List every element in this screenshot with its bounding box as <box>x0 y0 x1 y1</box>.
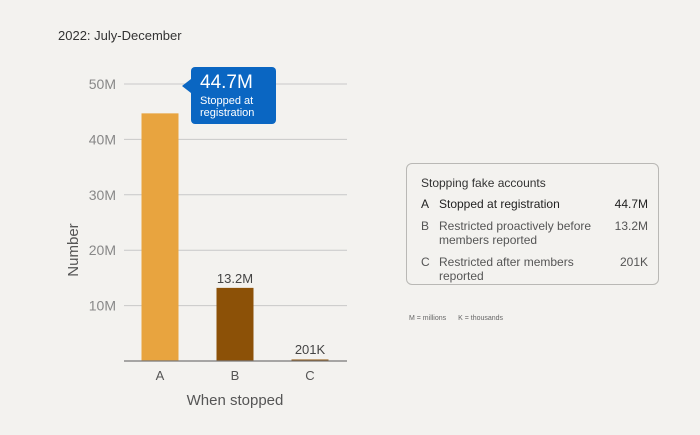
legend-item-b: B Restricted proactively before members … <box>421 219 648 247</box>
data-label: 201K <box>295 342 326 357</box>
bar-c <box>291 359 329 361</box>
bar-a <box>141 113 179 361</box>
legend-key: C <box>421 255 430 269</box>
highlight-callout: 44.7M Stopped at registration <box>182 67 276 124</box>
callout-value: 44.7M <box>200 72 253 93</box>
legend-title: Stopping fake accounts <box>421 176 546 190</box>
footnote-millions: M = millions <box>409 315 447 322</box>
y-tick-label: 40M <box>89 131 116 147</box>
y-tick-label: 10M <box>89 298 116 314</box>
period-label: 2022: July-December <box>58 28 182 43</box>
y-tick-label: 50M <box>89 76 116 92</box>
x-tick-label: B <box>231 368 240 383</box>
legend-label: Restricted after members reported <box>439 255 574 283</box>
legend-value: 201K <box>619 255 648 269</box>
x-axis-title: When stopped <box>187 392 284 409</box>
legend-item-c: C Restricted after members reported 201K <box>421 255 648 283</box>
y-tick-label: 20M <box>89 242 116 258</box>
legend-key: A <box>421 197 430 211</box>
callout-description: Stopped at registration <box>200 95 255 119</box>
legend-value: 13.2M <box>614 219 648 233</box>
y-tick-label: 30M <box>89 187 116 203</box>
footnote-thousands: K = thousands <box>458 315 504 322</box>
bar-b <box>216 287 254 361</box>
legend-label: Stopped at registration <box>439 197 560 211</box>
footnote: M = millions K = thousands <box>409 315 503 322</box>
y-axis-title: Number <box>65 223 82 276</box>
x-tick-label: C <box>305 368 314 383</box>
legend-key: B <box>421 219 430 233</box>
data-label: 13.2M <box>217 271 253 286</box>
legend-label: Restricted proactively before members re… <box>439 219 592 247</box>
legend-item-a: A Stopped at registration 44.7M <box>421 197 648 211</box>
callout-pointer <box>182 79 191 93</box>
legend-box: Stopping fake accounts A Stopped at regi… <box>406 163 659 285</box>
x-tick-label: A <box>156 368 165 383</box>
legend-value: 44.7M <box>614 197 648 211</box>
